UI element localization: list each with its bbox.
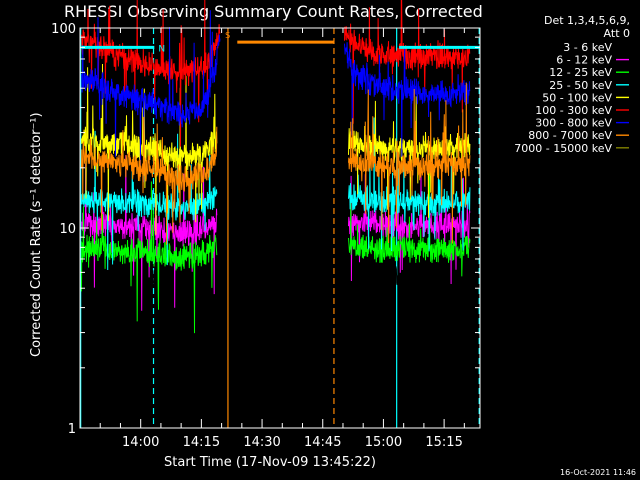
axis-layer: 1 10 100 14:00 14:15 14:30 14:45 15:00 15:15 xyxy=(51,22,481,450)
series-7-line-0 xyxy=(81,116,218,245)
x-tick-label-5: 15:15 xyxy=(425,435,462,450)
timestamp: 16-Oct-2021 11:46 xyxy=(560,468,636,477)
x-tick-label-4: 15:00 xyxy=(365,435,402,450)
x-tick-label-2: 14:30 xyxy=(243,435,280,450)
x-tick-label-1: 14:15 xyxy=(183,435,220,450)
legend-entry-label-7: 800 - 7000 keV xyxy=(528,129,612,142)
x-tick-label-0: 14:00 xyxy=(122,435,159,450)
series-3-line-0 xyxy=(81,130,218,271)
series-0-line-1 xyxy=(348,206,471,352)
series-5-line-1 xyxy=(344,0,471,124)
y-axis-label: Corrected Count Rate (s⁻¹ detector⁻¹) xyxy=(29,112,44,357)
legend-entry-label-6: 300 - 800 keV xyxy=(535,117,612,130)
y-tick-label-100: 100 xyxy=(51,22,76,37)
series-6-line-0 xyxy=(81,10,221,183)
legend-entry-label-1: 6 - 12 keV xyxy=(556,54,612,67)
legend-entry-label-3: 25 - 50 keV xyxy=(549,79,612,92)
legend-entry-label-2: 12 - 25 keV xyxy=(549,66,612,79)
legend-entry-label-5: 100 - 300 keV xyxy=(535,104,612,117)
series-4-line-0 xyxy=(81,63,218,235)
level-marker-label-0: N xyxy=(158,44,165,54)
chart-title: RHESSI Observing Summary Count Rates, Co… xyxy=(64,2,483,21)
series-3-line-1 xyxy=(348,117,471,252)
x-axis-label: Start Time (17-Nov-09 13:45:22) xyxy=(164,455,376,470)
legend-entry-label-8: 7000 - 15000 keV xyxy=(514,142,612,155)
y-tick-label-1: 1 xyxy=(68,422,76,437)
legend-header-line-1: Det 1,3,4,5,6,9, xyxy=(544,14,630,27)
legend-entry-label-4: 50 - 100 keV xyxy=(542,91,612,104)
y-tick-label-10: 10 xyxy=(59,222,76,237)
series-2-line-0 xyxy=(81,181,218,334)
flare-marker-label: S xyxy=(225,31,230,40)
series-layer: NS xyxy=(81,0,480,359)
legend-header-line-2: Att 0 xyxy=(604,27,630,40)
series-7-line-2 xyxy=(348,82,471,244)
legend-entry-label-0: 3 - 6 keV xyxy=(563,41,612,54)
series-6-line-1 xyxy=(344,42,471,157)
x-tick-label-3: 14:45 xyxy=(304,435,341,450)
